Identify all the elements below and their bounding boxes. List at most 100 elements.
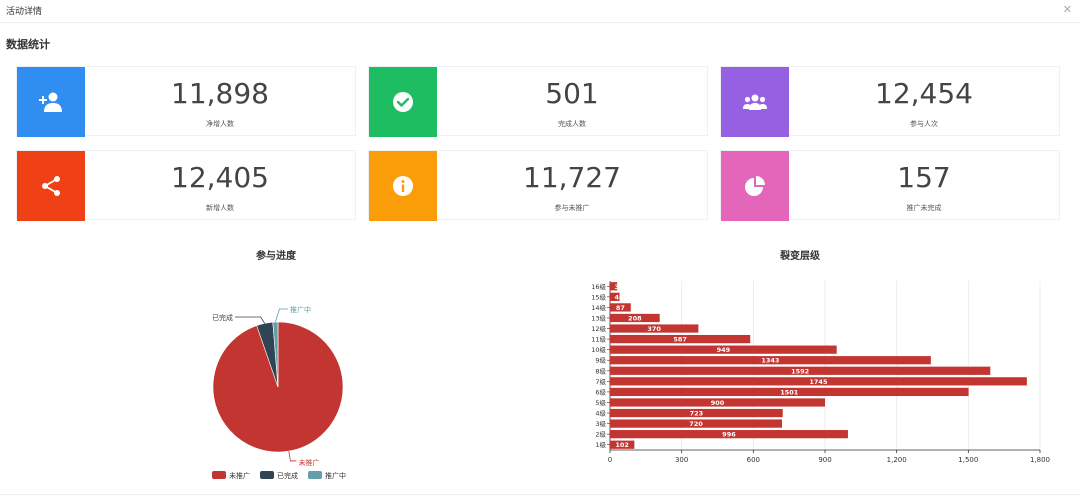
y-tick-label: 6级 — [595, 387, 606, 396]
pie-slice[interactable] — [272, 321, 279, 388]
x-tick-label: 1,800 — [1030, 456, 1050, 464]
x-tick-label: 600 — [747, 456, 760, 464]
add-user-icon — [39, 92, 62, 112]
stat-label: 参与人次 — [910, 120, 938, 128]
pie-slice-label: 推广中 — [290, 305, 311, 314]
stat-tile — [721, 67, 789, 137]
y-tick-label: 11级 — [591, 335, 606, 344]
y-tick-label: 2级 — [595, 430, 606, 439]
x-tick-label: 300 — [675, 456, 688, 464]
bar-value-label: 87 — [616, 304, 625, 312]
y-tick-label: 14级 — [591, 303, 606, 312]
stat-value: 11,898 — [171, 77, 269, 110]
bar-value-label: 370 — [647, 325, 661, 333]
stat-tile — [17, 67, 85, 137]
pie-slice-label: 已完成 — [212, 313, 233, 322]
stat-value: 12,405 — [171, 161, 269, 194]
bar-value-label: 40 — [614, 293, 624, 301]
bar-value-label: 102 — [615, 441, 629, 449]
check-circle-icon — [393, 92, 413, 112]
stat-card-joined-not-promoted: 11,727 参与未推广 — [368, 150, 708, 221]
bar-value-label: 208 — [628, 314, 642, 322]
window-title: 活动详情 — [6, 7, 43, 17]
y-tick-label: 10级 — [591, 345, 606, 354]
pie-slice-label: 未推广 — [298, 458, 319, 467]
bar-value-label: 996 — [722, 431, 736, 439]
stat-card-promoted-not-completed: 157 推广未完成 — [720, 150, 1060, 221]
bar[interactable] — [610, 398, 825, 407]
bar[interactable] — [610, 440, 635, 449]
bar[interactable] — [610, 282, 618, 291]
stat-card-new: 12,405 新增人数 — [16, 150, 356, 221]
y-tick-label: 7级 — [595, 377, 606, 386]
bar-value-label: 900 — [711, 399, 725, 407]
bar-value-label: 949 — [717, 346, 731, 354]
bar-value-label: 1343 — [761, 357, 779, 365]
legend-swatch[interactable] — [308, 471, 322, 479]
legend-swatch[interactable] — [260, 471, 274, 479]
y-tick-label: 15级 — [591, 292, 606, 301]
legend-label[interactable]: 已完成 — [277, 471, 298, 480]
info-icon — [393, 176, 413, 196]
stat-label: 净增人数 — [206, 120, 234, 128]
stat-tile — [369, 67, 437, 137]
window-titlebar: 活动详情 ✕ — [0, 0, 1080, 23]
bar[interactable] — [610, 387, 969, 397]
pie-chart-icon — [745, 176, 765, 196]
bar[interactable] — [610, 408, 783, 418]
group-icon — [743, 94, 767, 110]
share-icon — [42, 176, 60, 196]
stat-label: 参与未推广 — [554, 204, 590, 212]
y-tick-label: 5级 — [595, 398, 606, 407]
bar[interactable] — [610, 324, 699, 333]
bar[interactable] — [610, 430, 848, 439]
x-tick-label: 1,200 — [887, 456, 907, 464]
pie-leader-line — [235, 316, 265, 324]
bar-chart-title: 裂变层级 — [780, 251, 820, 262]
bar-value-label: 587 — [673, 336, 687, 344]
bar-value-label: 720 — [689, 420, 703, 428]
y-tick-label: 13级 — [591, 313, 606, 322]
y-tick-label: 9级 — [595, 356, 606, 365]
stat-card-net-increase: 11,898 净增人数 — [16, 66, 356, 137]
close-icon[interactable]: ✕ — [1062, 3, 1072, 16]
x-tick-label: 900 — [818, 456, 831, 464]
stat-value: 157 — [897, 161, 951, 194]
pie-chart-title: 参与进度 — [256, 251, 296, 262]
bar[interactable] — [610, 313, 660, 323]
stat-tile — [17, 151, 85, 221]
bar-chart: 0 300 600 900 1,200 1,500 1,800 1级 102 2级 996 3级 720… — [591, 281, 1050, 464]
bar-value-label: 1592 — [791, 367, 809, 375]
y-tick-label: 1级 — [595, 440, 606, 449]
stat-tile — [369, 151, 437, 221]
stat-value: 12,454 — [875, 77, 973, 110]
bar-value-label: 30 — [614, 283, 624, 291]
legend-label[interactable]: 推广中 — [325, 471, 346, 480]
bar[interactable] — [610, 303, 631, 312]
bar[interactable] — [610, 345, 837, 354]
y-tick-label: 3级 — [595, 419, 606, 428]
stat-tile — [721, 151, 789, 221]
legend-label[interactable]: 未推广 — [229, 471, 250, 480]
stat-value: 11,727 — [523, 161, 621, 194]
y-tick-label: 4级 — [595, 409, 606, 418]
bar[interactable] — [610, 419, 782, 428]
bar-value-label: 723 — [690, 410, 704, 418]
bar[interactable] — [610, 356, 931, 365]
bar[interactable] — [610, 377, 1027, 386]
section-title: 数据统计 — [6, 38, 50, 51]
stat-card-completed: 501 完成人数 — [368, 66, 708, 137]
pie-leader-line — [275, 308, 288, 323]
y-tick-label: 16级 — [591, 282, 606, 291]
stat-card-participants: 12,454 参与人次 — [720, 66, 1060, 137]
bar[interactable] — [610, 292, 620, 301]
stat-label: 新增人数 — [206, 204, 234, 212]
bar-value-label: 1501 — [780, 388, 799, 396]
stat-value: 501 — [545, 77, 599, 110]
y-tick-label: 8级 — [595, 366, 606, 375]
bar[interactable] — [610, 366, 991, 375]
bar[interactable] — [610, 334, 751, 344]
stat-label: 完成人数 — [558, 120, 586, 128]
legend-swatch[interactable] — [212, 471, 226, 479]
